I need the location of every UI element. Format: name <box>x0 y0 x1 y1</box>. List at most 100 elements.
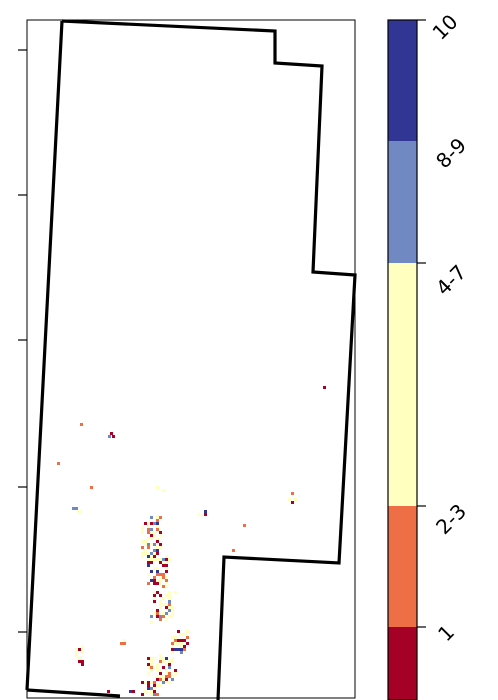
raster-cell <box>141 525 144 528</box>
raster-cell <box>156 558 159 561</box>
raster-cell <box>150 531 153 534</box>
raster-cell <box>156 567 159 570</box>
raster-cell <box>153 690 156 693</box>
raster-cell <box>168 603 171 606</box>
raster-cell <box>141 546 144 549</box>
raster-cell <box>168 615 171 618</box>
raster-cell <box>165 672 168 675</box>
raster-cell <box>159 600 162 603</box>
raster-cell <box>294 498 297 501</box>
raster-cell <box>159 606 162 609</box>
raster-cell <box>120 642 123 645</box>
raster-cell <box>150 543 153 546</box>
colorbar-label-2-3: 2-3 <box>431 499 471 539</box>
raster-cell <box>159 531 162 534</box>
raster-cell <box>147 672 150 675</box>
raster-cell <box>156 540 159 543</box>
raster-cell <box>162 657 165 660</box>
raster-cell <box>156 570 159 573</box>
raster-cell <box>147 663 150 666</box>
raster-cell <box>75 507 78 510</box>
raster-cell <box>150 687 153 690</box>
raster-cell <box>110 432 113 435</box>
raster-cell <box>171 642 174 645</box>
raster-cell <box>147 552 150 555</box>
raster-cell <box>165 558 168 561</box>
raster-cell <box>291 492 294 495</box>
raster-cell <box>153 681 156 684</box>
raster-cell <box>156 675 159 678</box>
raster-cell <box>144 552 147 555</box>
region-outline <box>25 19 357 700</box>
raster-cell <box>171 648 174 651</box>
colorbar-label-8-9: 8-9 <box>431 133 471 173</box>
raster-cell <box>153 684 156 687</box>
raster-cell <box>162 489 165 492</box>
raster-cell <box>153 687 156 690</box>
raster-cell <box>159 561 162 564</box>
raster-cell <box>183 639 186 642</box>
raster-cell <box>156 528 159 531</box>
colorbar-label-4-7: 4-7 <box>431 260 471 300</box>
raster-cell <box>168 675 171 678</box>
raster-cell <box>141 693 144 696</box>
raster-cell <box>141 528 144 531</box>
raster-cell <box>141 552 144 555</box>
raster-cell <box>180 642 183 645</box>
raster-cell <box>168 558 171 561</box>
raster-cell <box>144 549 147 552</box>
raster-cell <box>147 687 150 690</box>
raster-cell <box>177 642 180 645</box>
raster-cell <box>162 558 165 561</box>
raster-cell <box>168 600 171 603</box>
raster-cell <box>107 690 110 693</box>
raster-cell <box>75 651 78 654</box>
raster-cell <box>147 573 150 576</box>
raster-cell <box>165 675 168 678</box>
raster-cell <box>129 690 132 693</box>
raster-cell <box>150 681 153 684</box>
raster-cell <box>168 606 171 609</box>
colorbar-segment-4-7 <box>388 263 417 506</box>
raster-cell <box>177 630 180 633</box>
raster-cell <box>162 576 165 579</box>
raster-cell <box>165 681 168 684</box>
raster-cell <box>162 678 165 681</box>
raster-cell <box>323 386 326 389</box>
colorbar-label-10: 10 <box>428 10 463 45</box>
raster-cell <box>156 522 159 525</box>
raster-cell <box>153 531 156 534</box>
raster-cell <box>147 681 150 684</box>
raster-cells <box>57 386 326 696</box>
raster-cell <box>156 546 159 549</box>
raster-cell <box>153 591 156 594</box>
y-axis-ticks <box>18 49 27 633</box>
raster-cell <box>153 579 156 582</box>
raster-cell <box>159 576 162 579</box>
raster-cell <box>147 543 150 546</box>
raster-cell <box>78 510 81 513</box>
colorbar-segment-8-9 <box>388 141 417 263</box>
raster-cell <box>174 672 177 675</box>
raster-cell <box>156 615 159 618</box>
raster-cell <box>153 549 156 552</box>
raster-cell <box>159 546 162 549</box>
raster-cell <box>150 570 153 573</box>
raster-cell <box>159 594 162 597</box>
raster-cell <box>159 573 162 576</box>
raster-cell <box>147 531 150 534</box>
raster-cell <box>141 555 144 558</box>
colorbar-border <box>387 19 418 700</box>
raster-cell <box>165 678 168 681</box>
raster-cell <box>156 573 159 576</box>
colorbar-label-1: 1 <box>433 620 459 646</box>
raster-cell <box>165 657 168 660</box>
raster-cell <box>162 615 165 618</box>
raster-cell <box>168 663 171 666</box>
raster-cell <box>153 555 156 558</box>
raster-cell <box>153 567 156 570</box>
raster-cell <box>162 612 165 615</box>
raster-cell <box>153 693 156 696</box>
raster-cell <box>171 678 174 681</box>
